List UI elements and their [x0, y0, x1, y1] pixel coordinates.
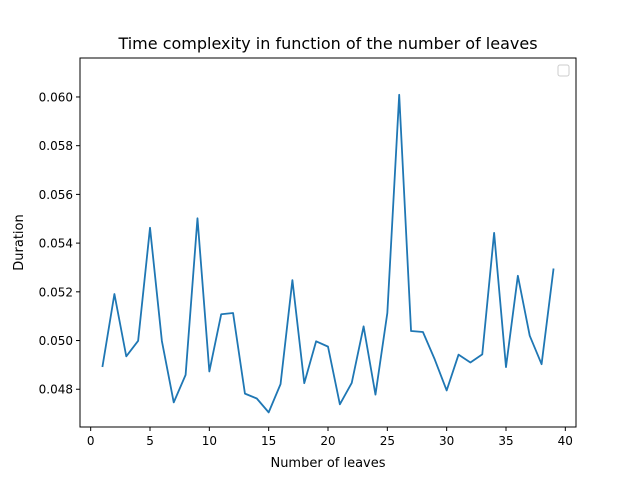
x-tick-label: 15 — [261, 434, 276, 448]
x-tick-label: 20 — [320, 434, 335, 448]
y-tick-label: 0.058 — [39, 139, 73, 153]
plot-frame — [79, 57, 577, 428]
x-tick-label: 5 — [146, 434, 154, 448]
series-group — [101, 93, 555, 414]
x-tick-label: 10 — [202, 434, 217, 448]
y-tick-label: 0.054 — [39, 237, 73, 251]
y-tick-label: 0.052 — [39, 285, 73, 299]
x-tick-label: 30 — [439, 434, 454, 448]
y-tick-label: 0.050 — [39, 334, 73, 348]
chart-title: Time complexity in function of the numbe… — [117, 34, 537, 53]
legend-box — [557, 64, 570, 77]
y-tick-label: 0.048 — [39, 383, 73, 397]
x-axis-ticks: 0 5 10 15 20 25 30 35 40 — [87, 427, 573, 448]
y-axis-ticks: 0.048 0.050 0.052 0.054 0.056 0.058 0.060 — [39, 90, 80, 397]
x-axis-label: Number of leaves — [270, 456, 385, 471]
x-tick-label: 35 — [498, 434, 513, 448]
x-tick-label: 25 — [380, 434, 395, 448]
y-axis-label: Duration — [12, 214, 27, 270]
x-tick-label: 40 — [558, 434, 573, 448]
series-line — [101, 93, 555, 414]
y-tick-label: 0.056 — [39, 188, 73, 202]
y-tick-label: 0.060 — [39, 90, 73, 104]
x-tick-label: 0 — [87, 434, 95, 448]
